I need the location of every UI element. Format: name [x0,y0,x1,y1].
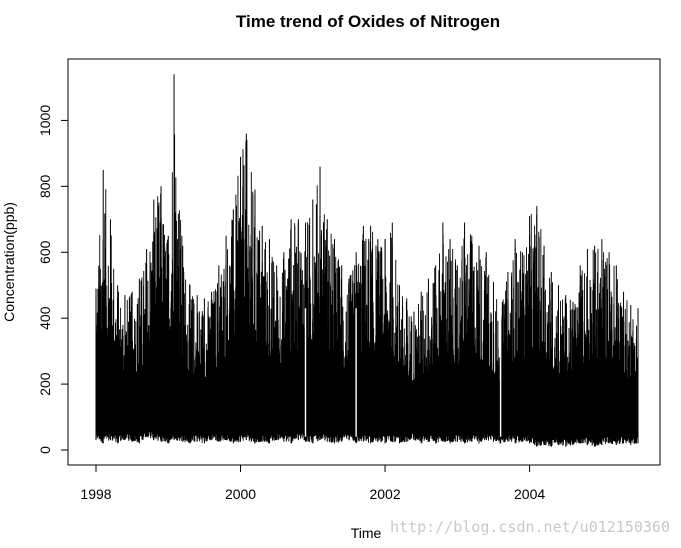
series-spikes [95,134,639,447]
y-tick-label: 200 [37,372,53,396]
x-tick-label: 2004 [514,486,545,502]
chart-title: Time trend of Oxides of Nitrogen [236,12,500,31]
data-series [95,74,639,447]
series-gap [499,308,502,437]
y-tick-label: 600 [37,240,53,264]
x-tick-label: 1998 [80,486,111,502]
series-gap [355,308,357,437]
series-gap [304,308,307,437]
y-tick-label: 800 [37,174,53,198]
watermark-text: http://blog.csdn.net/u012150360 [390,518,670,536]
x-tick-label: 2000 [225,486,256,502]
series-line [95,74,639,447]
x-tick-label: 2002 [369,486,400,502]
y-axis-label: Concentration(ppb) [1,202,17,322]
series-peaks [95,74,639,447]
y-tick-label: 1000 [37,105,53,136]
y-tick-label: 0 [37,446,53,454]
x-axis-label: Time [351,525,382,541]
x-axis: 1998 2000 2002 2004 [80,464,545,502]
y-tick-label: 400 [37,306,53,330]
y-axis: 0 200 400 600 800 1000 [37,105,69,454]
